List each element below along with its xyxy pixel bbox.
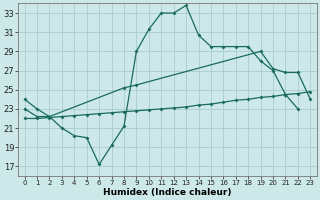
X-axis label: Humidex (Indice chaleur): Humidex (Indice chaleur): [103, 188, 232, 197]
